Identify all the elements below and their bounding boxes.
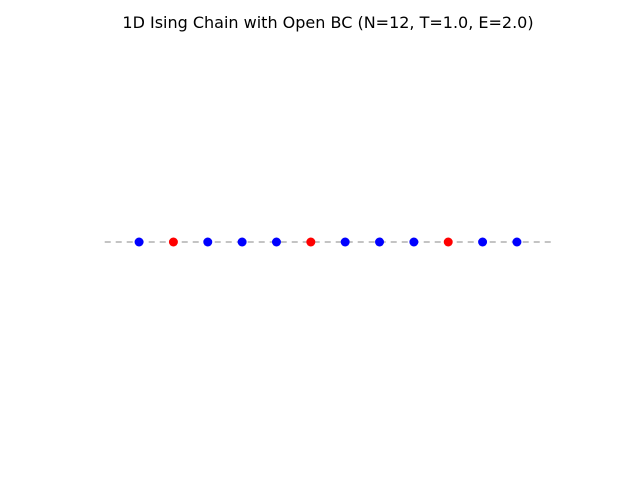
spin-point-9 bbox=[443, 237, 453, 247]
chart-title: 1D Ising Chain with Open BC (N=12, T=1.0… bbox=[122, 13, 533, 32]
spin-point-11 bbox=[512, 237, 522, 247]
spin-point-1 bbox=[168, 237, 178, 247]
spin-point-2 bbox=[203, 237, 213, 247]
spin-point-8 bbox=[409, 237, 419, 247]
plot-area bbox=[104, 237, 552, 247]
spin-point-6 bbox=[340, 237, 350, 247]
spin-point-5 bbox=[306, 237, 316, 247]
spin-point-7 bbox=[375, 237, 385, 247]
spin-point-0 bbox=[134, 237, 144, 247]
spin-point-4 bbox=[271, 237, 281, 247]
spin-point-10 bbox=[478, 237, 488, 247]
spin-point-3 bbox=[237, 237, 247, 247]
